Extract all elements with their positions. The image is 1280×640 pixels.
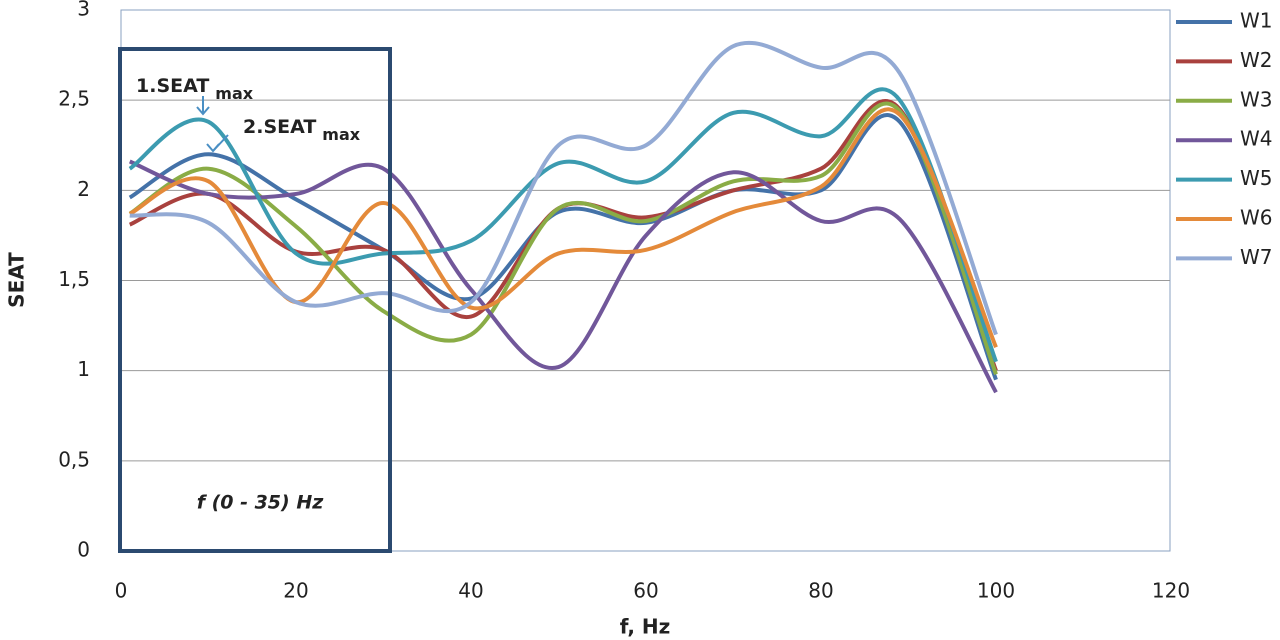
annotation-arrowhead <box>196 106 210 116</box>
x-tick-label: 120 <box>1152 579 1190 603</box>
y-tick-label: 3 <box>77 0 90 21</box>
series-line <box>128 159 998 394</box>
series-line <box>128 101 998 375</box>
y-tick-label: 2,5 <box>58 87 90 111</box>
legend-label: W5 <box>1240 166 1273 190</box>
annotation-text: 1.SEAT <box>136 75 209 97</box>
legend-label: W3 <box>1240 87 1273 111</box>
y-axis-title: SEAT <box>5 252 29 308</box>
annotation: 1.SEAT max <box>136 75 254 103</box>
series-line <box>128 87 998 363</box>
x-axis-title: f, Hz <box>620 615 671 639</box>
annotation-sub: max <box>322 125 360 144</box>
x-tick-label: 0 <box>115 579 128 603</box>
y-tick-label: 1,5 <box>58 267 90 291</box>
annotation-arrowhead <box>206 143 220 153</box>
x-tick-label: 40 <box>458 579 483 603</box>
y-tick-label: 1 <box>77 357 90 381</box>
series-line <box>128 113 998 381</box>
legend-label: W2 <box>1240 48 1273 72</box>
series-line <box>128 107 998 348</box>
x-tick-label: 60 <box>633 579 658 603</box>
y-tick-label: 0 <box>77 538 90 562</box>
x-tick-label: 80 <box>808 579 833 603</box>
annotation-text: 2.SEAT <box>243 116 316 138</box>
annotation: f (0 - 35) Hz <box>197 492 325 514</box>
series-line <box>129 40 998 336</box>
annotation-sub: max <box>215 84 253 103</box>
annotation: 2.SEAT max <box>243 116 361 144</box>
x-tick-label: 20 <box>283 579 308 603</box>
range-box <box>118 47 392 553</box>
x-tick-label: 100 <box>977 579 1015 603</box>
legend-label: W6 <box>1240 206 1273 230</box>
legend-label: W4 <box>1240 127 1273 151</box>
legend-label: W1 <box>1240 9 1273 33</box>
legend-label: W7 <box>1240 245 1273 269</box>
y-tick-label: 0,5 <box>58 447 90 471</box>
y-tick-label: 2 <box>77 177 90 201</box>
